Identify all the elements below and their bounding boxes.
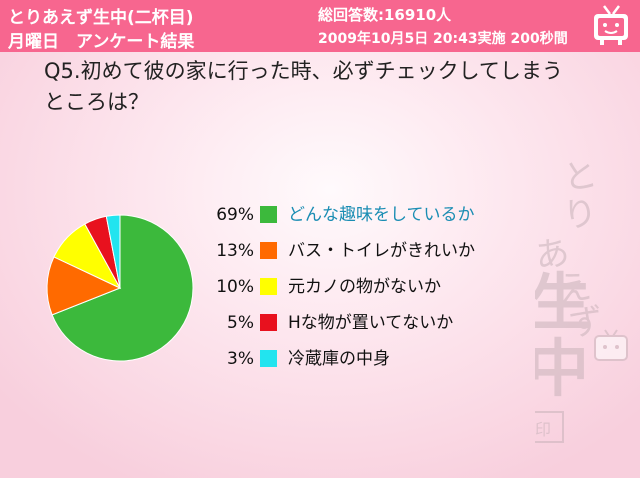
legend-label: バス・トイレがきれいか	[288, 241, 475, 261]
svg-text:あ: あ	[535, 233, 572, 277]
svg-text:え: え	[555, 267, 594, 311]
total-responses: 総回答数:16910人	[318, 6, 452, 24]
question-text: Q5.初めて彼の家に行った時、必ずチェックしてしまうところは？	[44, 59, 563, 114]
watermark-logo: と り あ え ず 生 中 印	[535, 155, 628, 443]
header-bar: とりあえず生中(二杯目) 月曜日 アンケート結果 総回答数:16910人 200…	[0, 0, 640, 52]
pie-slice-5	[105, 214, 121, 289]
legend-label: 冷蔵庫の中身	[288, 349, 390, 369]
pie-slice-2	[46, 256, 122, 316]
legend-swatch	[260, 242, 277, 259]
svg-text:中: 中	[535, 332, 589, 405]
legend-swatch	[260, 314, 277, 331]
legend-percent: 13%	[216, 241, 254, 261]
legend-swatch	[260, 206, 277, 223]
svg-text:印: 印	[535, 420, 551, 439]
svg-text:と: と	[561, 155, 600, 199]
svg-text:生: 生	[535, 266, 591, 339]
legend-label: Hな物が置いてないか	[288, 313, 454, 333]
survey-timestamp: 2009年10月5日 20:43実施 200秒間	[318, 31, 568, 47]
survey-subtitle: 月曜日 アンケート結果	[8, 32, 195, 52]
pie-chart	[46, 214, 194, 362]
program-title: とりあえず生中(二杯目)	[8, 8, 194, 28]
pie-slice-1	[51, 214, 194, 362]
legend-swatch	[260, 278, 277, 295]
legend-swatch	[260, 350, 277, 367]
legend-percent: 5%	[227, 313, 254, 333]
legend-percent: 10%	[216, 277, 254, 297]
tv-mascot-icon	[594, 5, 628, 45]
legend-percent: 69%	[216, 205, 254, 225]
legend-percent: 3%	[227, 349, 254, 369]
legend-label: どんな趣味をしているか	[288, 205, 475, 225]
svg-text:り: り	[561, 193, 600, 237]
legend-label: 元カノの物がないか	[288, 277, 441, 297]
